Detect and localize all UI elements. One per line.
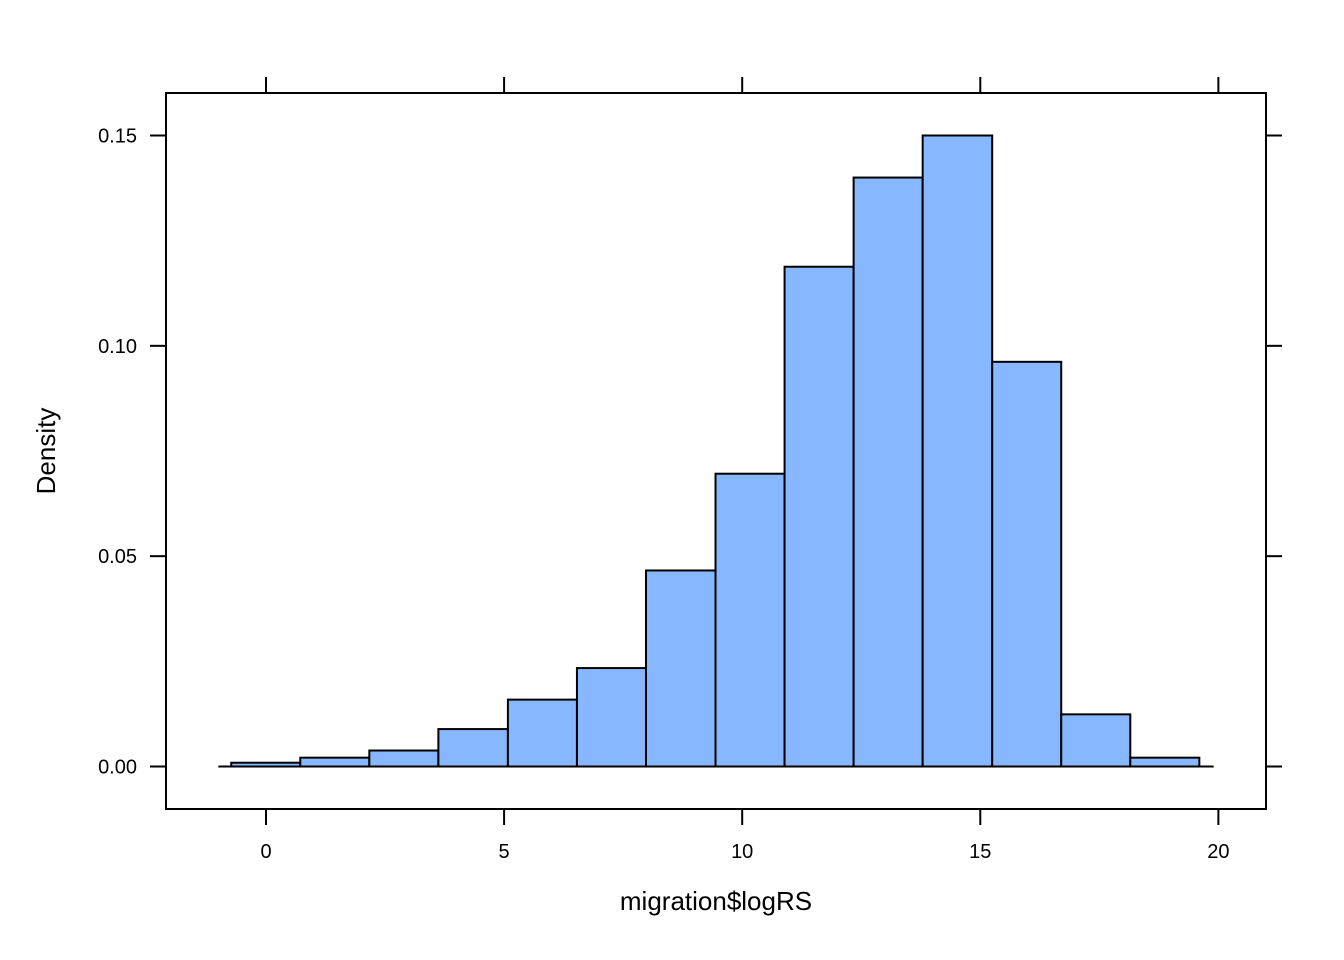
histogram-bars xyxy=(230,134,1201,768)
histogram-bar-9 xyxy=(783,265,855,768)
histogram-bar-10 xyxy=(852,176,924,768)
histogram-bar-2 xyxy=(299,756,371,768)
x-tick-label-0: 0 xyxy=(260,841,271,863)
histogram-bar-12 xyxy=(991,360,1063,768)
x-axis-ticks: 0 5 10 15 20 xyxy=(260,77,1230,863)
y-tick-label-0.10: 0.10 xyxy=(98,336,137,358)
y-tick-label-0.00: 0.00 xyxy=(98,757,137,779)
histogram-bar-13 xyxy=(1060,713,1132,768)
plot-frame xyxy=(165,92,1267,810)
x-tick-label-5: 5 xyxy=(499,841,510,863)
histogram-bar-11 xyxy=(921,134,994,768)
x-tick-label-20: 20 xyxy=(1207,841,1229,863)
x-axis-title: migration$logRS xyxy=(620,886,812,916)
histogram-bar-4 xyxy=(437,728,509,768)
histogram-bar-8 xyxy=(714,472,786,768)
histogram-bar-6 xyxy=(575,667,648,768)
y-axis-ticks: 0.00 0.05 0.10 0.15 xyxy=(98,125,1282,779)
histogram-bar-3 xyxy=(368,749,440,768)
histogram-bar-14 xyxy=(1129,756,1201,768)
y-axis-title: Density xyxy=(31,408,61,495)
y-tick-label-0.05: 0.05 xyxy=(98,546,137,568)
histogram-bar-5 xyxy=(506,698,578,768)
histogram-bar-7 xyxy=(645,569,717,768)
x-tick-label-15: 15 xyxy=(969,841,991,863)
x-tick-label-10: 10 xyxy=(731,841,753,863)
y-tick-label-0.15: 0.15 xyxy=(98,125,137,147)
